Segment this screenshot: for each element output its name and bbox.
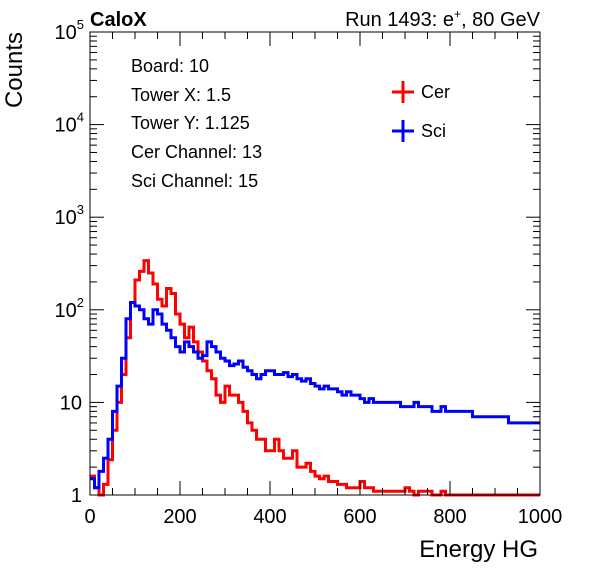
info-sci-channel: Sci Channel: 15 — [131, 171, 258, 191]
y-tick-label-base: 10 — [55, 22, 77, 44]
y-tick-label-exp: 5 — [77, 17, 84, 32]
series-cer-line — [90, 259, 540, 497]
x-tick-label: 600 — [343, 506, 376, 528]
y-tick-label-exp: 4 — [77, 110, 84, 125]
run-label-suffix: , 80 GeV — [461, 9, 541, 31]
info-board: Board: 10 — [131, 56, 209, 76]
info-tower-x: Tower X: 1.5 — [131, 85, 231, 105]
y-tick-label-base: 10 — [55, 207, 77, 229]
y-tick-label-base: 10 — [55, 115, 77, 137]
y-tick-label-base: 10 — [55, 300, 77, 322]
run-label: Run 1493: e+, 80 GeV — [345, 7, 541, 31]
x-axis-label: Energy HG — [419, 536, 538, 563]
experiment-label: CaloX — [90, 9, 147, 31]
x-tick-label: 800 — [433, 506, 466, 528]
series-sci-line — [90, 301, 540, 490]
y-tick-label-base: 1 — [71, 485, 82, 507]
legend-sci: Sci — [392, 120, 446, 142]
legend-cer-label: Cer — [421, 82, 450, 102]
run-label-sup: + — [454, 7, 461, 21]
y-tick-label: 105 — [55, 17, 84, 44]
run-label-text: Run 1493: e — [345, 9, 454, 31]
y-axis-label: Counts — [1, 32, 28, 108]
y-tick-label-exp: 3 — [77, 202, 84, 217]
series-layer — [90, 259, 540, 497]
y-tick-label: 1 — [71, 485, 82, 507]
info-tower-y: Tower Y: 1.125 — [131, 113, 250, 133]
info-cer-channel: Cer Channel: 13 — [131, 142, 262, 162]
legend-sci-label: Sci — [421, 121, 446, 141]
y-tick-label: 10 — [60, 392, 82, 414]
x-tick-label: 1000 — [518, 506, 563, 528]
legend-cer: Cer — [392, 81, 450, 103]
legend: Cer Sci — [392, 81, 450, 142]
info-text: Board: 10 Tower X: 1.5 Tower Y: 1.125 Ce… — [131, 56, 262, 191]
x-tick-label: 400 — [253, 506, 286, 528]
x-tick-label: 200 — [163, 506, 196, 528]
y-tick-label: 104 — [55, 110, 84, 137]
y-tick-label: 102 — [55, 295, 84, 322]
y-tick-label-base: 10 — [60, 392, 82, 414]
x-tick-label: 0 — [84, 506, 95, 528]
y-tick-label: 103 — [55, 202, 84, 229]
y-tick-label-exp: 2 — [77, 295, 84, 310]
